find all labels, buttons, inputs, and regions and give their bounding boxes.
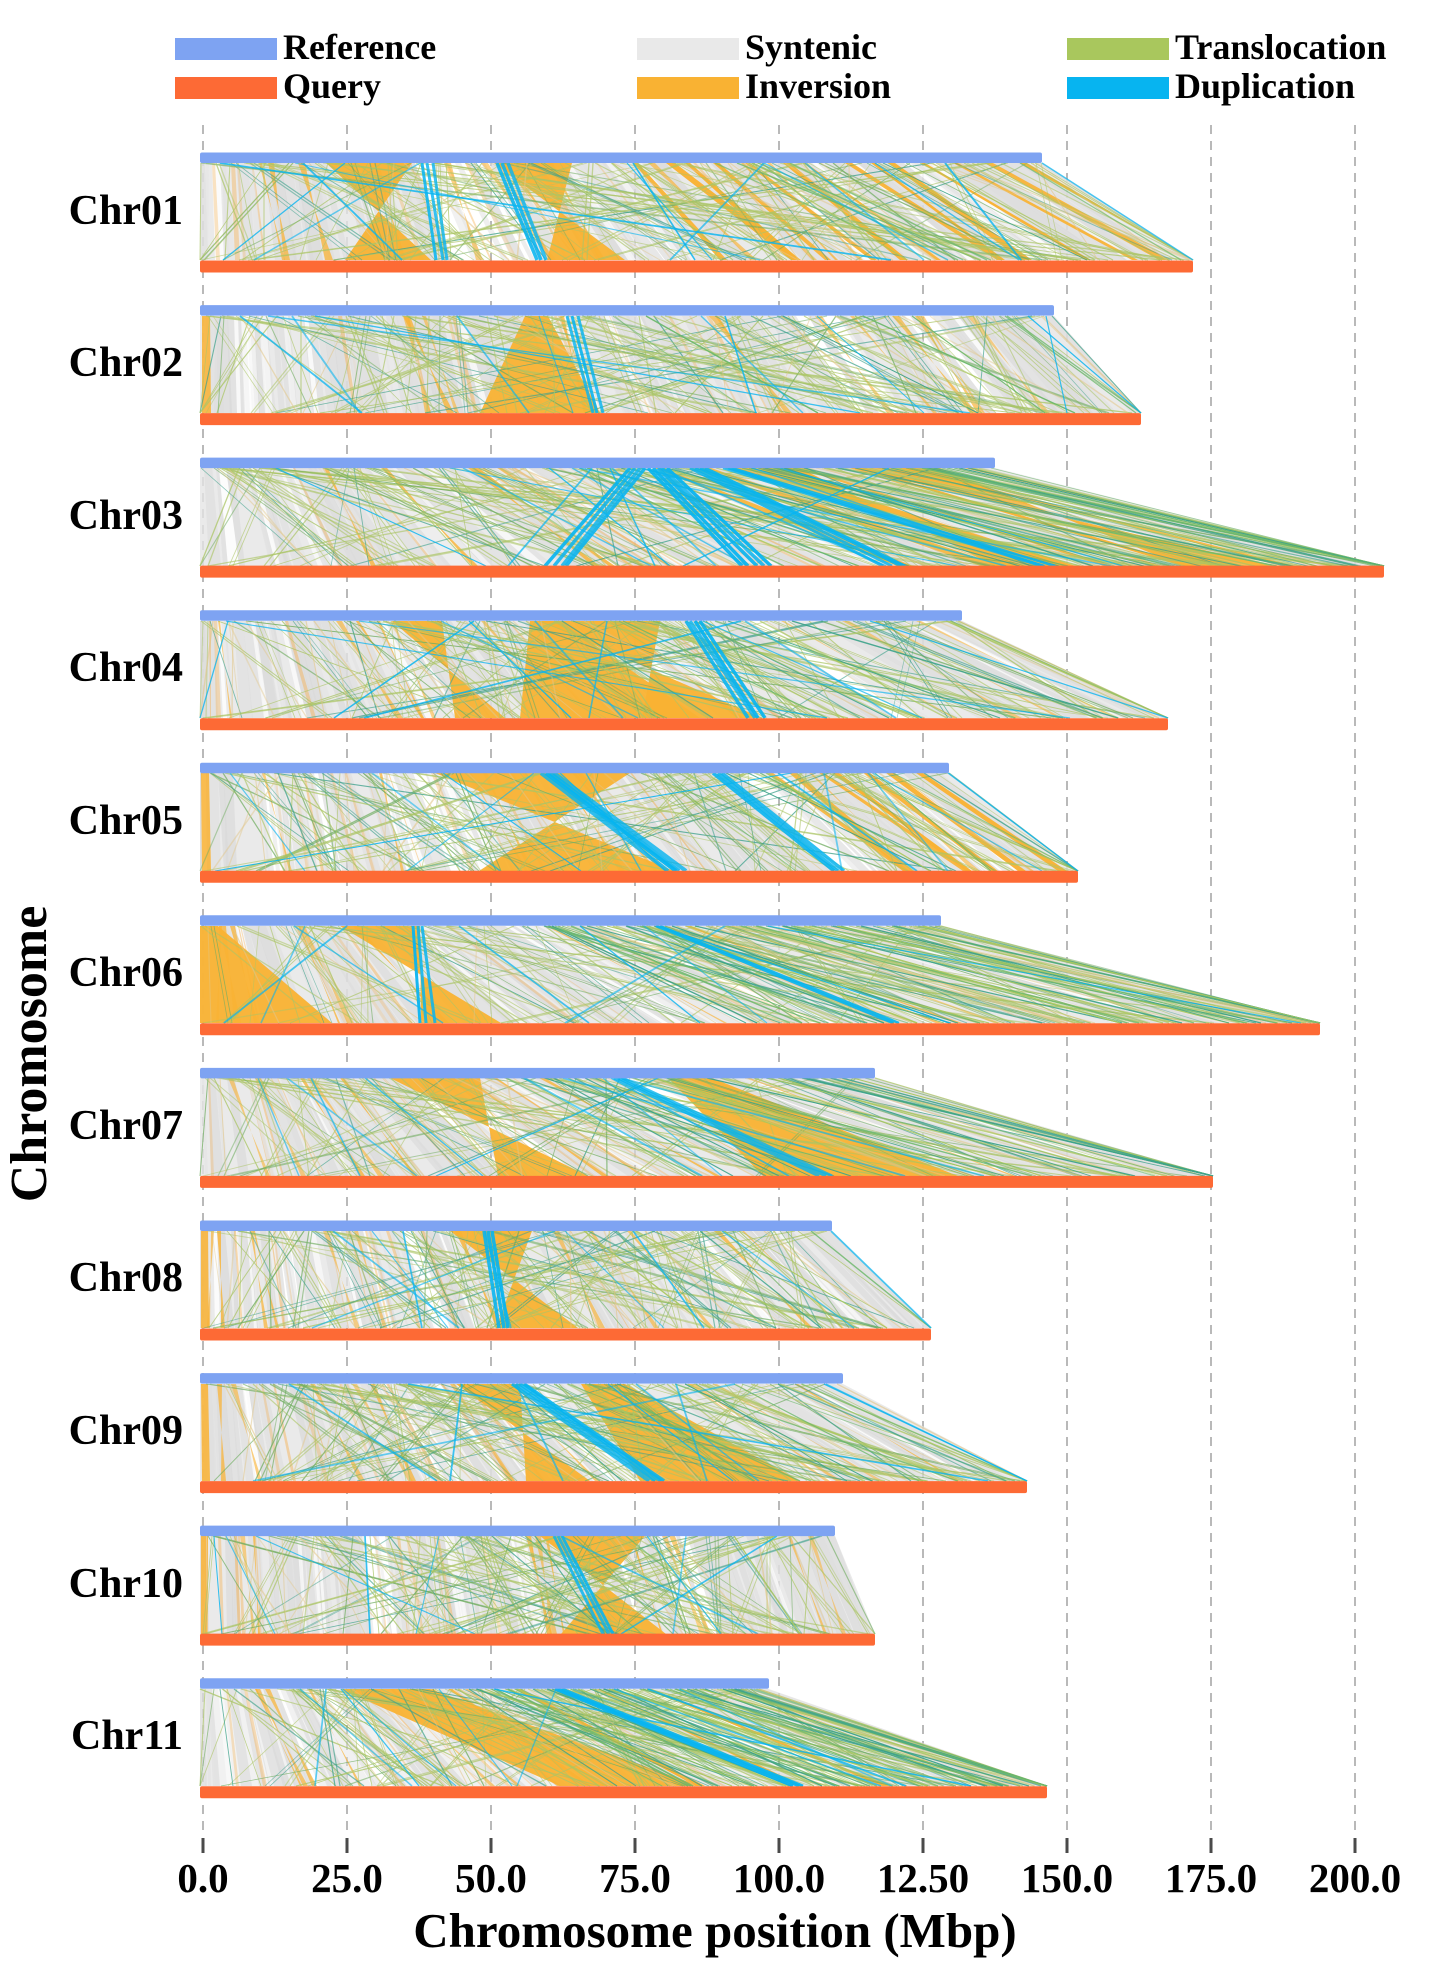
svg-text:25.0: 25.0 [311,1855,383,1901]
svg-text:Duplication: Duplication [1175,66,1355,106]
svg-text:12.50: 12.50 [877,1855,969,1901]
svg-text:Chromosome position (Mbp): Chromosome position (Mbp) [413,1903,1016,1958]
svg-text:Chr04: Chr04 [69,645,183,691]
svg-text:Chromosome: Chromosome [1,906,58,1203]
svg-text:Chr01: Chr01 [69,188,183,234]
svg-text:100.0: 100.0 [733,1855,825,1901]
svg-text:Chr09: Chr09 [69,1408,183,1454]
svg-text:Inversion: Inversion [745,66,891,106]
svg-text:150.0: 150.0 [1021,1855,1113,1901]
svg-text:Chr05: Chr05 [69,798,183,844]
svg-text:50.0: 50.0 [455,1855,527,1901]
svg-text:Reference: Reference [283,27,436,67]
svg-text:Chr02: Chr02 [69,340,183,386]
svg-text:175.0: 175.0 [1165,1855,1257,1901]
svg-text:Chr07: Chr07 [69,1103,183,1149]
svg-text:Syntenic: Syntenic [745,27,877,67]
svg-text:Chr08: Chr08 [69,1255,183,1301]
svg-text:Query: Query [283,66,381,106]
svg-text:200.0: 200.0 [1309,1855,1401,1901]
svg-text:0.0: 0.0 [177,1855,228,1901]
svg-text:75.0: 75.0 [599,1855,671,1901]
svg-text:Chr06: Chr06 [69,950,183,996]
svg-text:Chr03: Chr03 [69,493,183,539]
svg-text:Chr10: Chr10 [69,1561,183,1607]
svg-text:Chr11: Chr11 [71,1713,183,1759]
svg-text:Translocation: Translocation [1175,27,1386,67]
